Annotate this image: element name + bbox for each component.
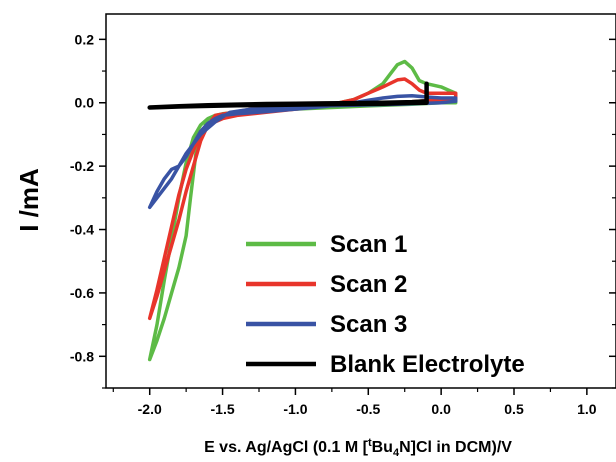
legend-label: Blank Electrolyte <box>330 351 525 378</box>
x-tick-label: 0.0 <box>431 401 451 417</box>
y-tick-label: -0.2 <box>70 158 94 174</box>
y-tick-label: -0.8 <box>70 348 94 364</box>
x-tick-label: -0.5 <box>356 401 380 417</box>
y-axis-label: I /mA <box>14 168 44 232</box>
legend-label: Scan 3 <box>330 311 407 338</box>
x-axis-label-part: E vs. Ag/AgCl (0.1 M [ <box>204 439 369 456</box>
plot-frame <box>105 13 616 389</box>
legend: Scan 1 Scan 2 Scan 3 Blank Electrolyte <box>246 231 525 378</box>
x-axis-label-sup: t <box>368 437 372 449</box>
x-axis-label: E vs. Ag/AgCl (0.1 M [tBu4N]Cl in DCM)/V <box>204 437 512 459</box>
x-tick-label: -2.0 <box>138 401 162 417</box>
legend-label: Scan 2 <box>330 271 407 298</box>
series-line-3 <box>147 94 458 210</box>
series-layer <box>147 59 458 362</box>
x-tick-label: 1.0 <box>577 401 597 417</box>
x-axis-label-part: Bu <box>372 439 393 456</box>
y-tick-label: -0.6 <box>70 285 94 301</box>
x-tick-label: -1.5 <box>211 401 235 417</box>
series-line-4 <box>147 81 429 110</box>
y-tick-label: 0.2 <box>75 31 95 47</box>
y-tick-label: 0.0 <box>75 95 95 111</box>
x-tick-label: 0.5 <box>504 401 524 417</box>
x-axis-label-sub: 4 <box>393 447 400 459</box>
x-axis-label-part: N]Cl in DCM)/V <box>399 439 512 456</box>
x-tick-label: -1.0 <box>283 401 307 417</box>
ticks: -2.0 -1.5 -1.0 -0.5 0.0 0.5 1.0 0.2 0.0 -0.2 -0.4 -… <box>70 31 616 417</box>
legend-label: Scan 1 <box>330 231 407 258</box>
y-tick-label: -0.4 <box>70 222 94 238</box>
